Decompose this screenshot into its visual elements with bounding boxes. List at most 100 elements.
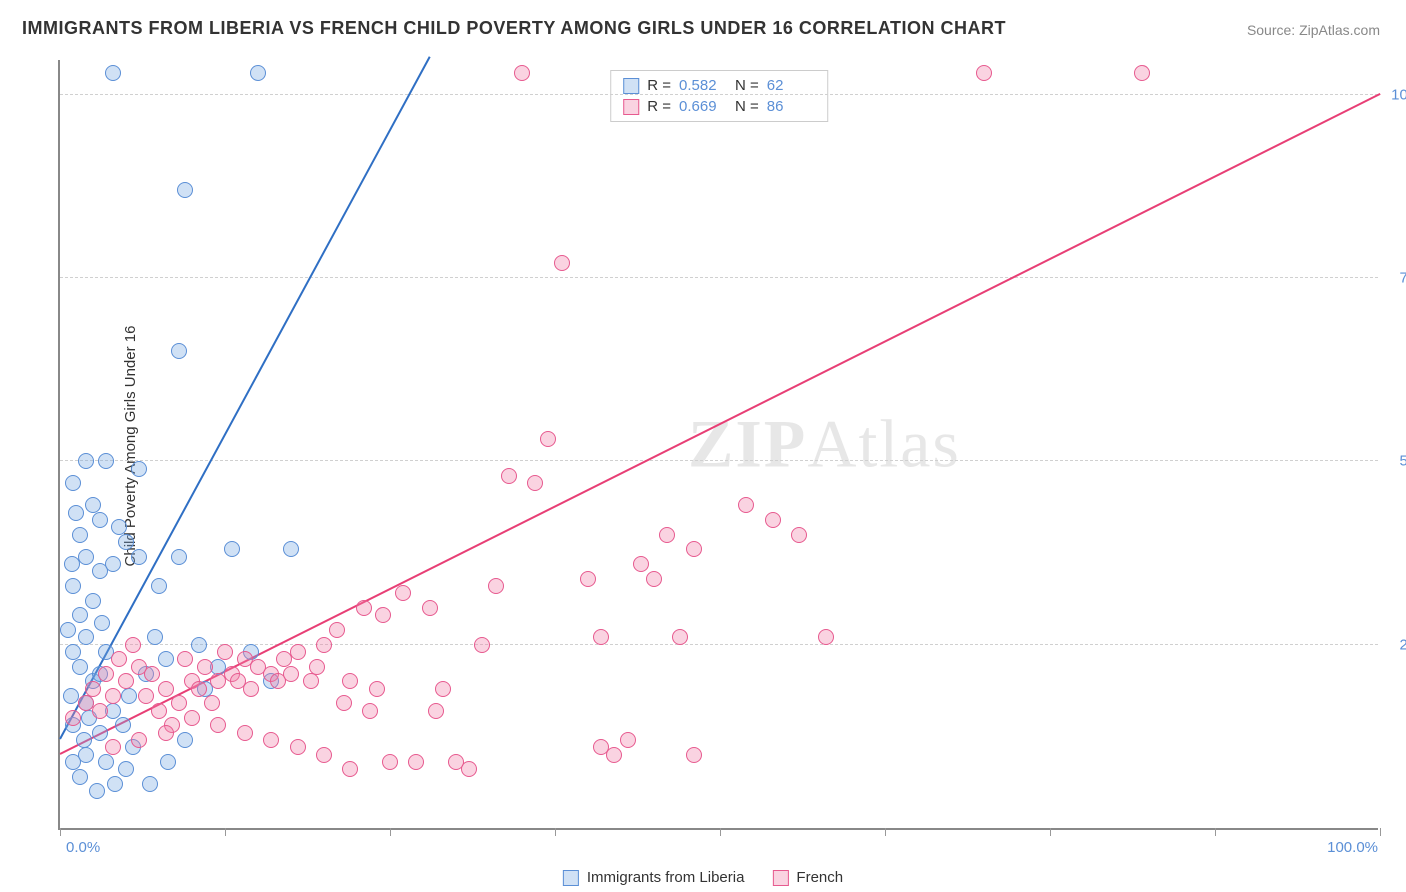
data-point [659,527,675,543]
data-point [105,65,121,81]
data-point [177,651,193,667]
data-point [342,761,358,777]
data-point [118,761,134,777]
legend-swatch [623,78,639,94]
legend-n-label: N = [735,98,759,115]
data-point [375,607,391,623]
data-point [142,776,158,792]
data-point [540,431,556,447]
data-point [68,505,84,521]
legend-r-value: 0.669 [679,98,727,115]
legend-stats-box: R =0.582N =62R =0.669N =86 [610,70,828,122]
data-point [461,761,477,777]
data-point [356,600,372,616]
data-point [672,629,688,645]
data-point [362,703,378,719]
x-tick [1380,828,1381,836]
x-axis-max-label: 100.0% [1327,839,1378,856]
data-point [111,651,127,667]
data-point [131,732,147,748]
gridline [60,94,1378,95]
data-point [329,622,345,638]
source-label: Source: [1247,22,1295,38]
data-point [342,673,358,689]
chart-plot-area: ZIPAtlas R =0.582N =62R =0.669N =86 0.0%… [58,60,1378,830]
data-point [64,556,80,572]
legend-r-label: R = [647,98,671,115]
data-point [111,519,127,535]
gridline [60,277,1378,278]
data-point [184,710,200,726]
data-point [78,453,94,469]
data-point [65,644,81,660]
data-point [138,688,154,704]
data-point [283,666,299,682]
legend-swatch [772,870,788,886]
data-point [177,732,193,748]
x-tick [555,828,556,836]
data-point [527,475,543,491]
data-point [125,637,141,653]
x-tick [225,828,226,836]
data-point [283,541,299,557]
legend-swatch [623,99,639,115]
data-point [290,739,306,755]
x-tick [1050,828,1051,836]
source-link[interactable]: ZipAtlas.com [1299,22,1380,38]
data-point [593,739,609,755]
data-point [151,703,167,719]
data-point [78,629,94,645]
data-point [105,556,121,572]
data-point [204,695,220,711]
legend-series: Immigrants from Liberia French [563,869,843,886]
data-point [92,725,108,741]
data-point [488,578,504,594]
data-point [408,754,424,770]
legend-series-label: Immigrants from Liberia [587,869,745,886]
data-point [92,512,108,528]
data-point [316,747,332,763]
data-point [131,549,147,565]
data-point [580,571,596,587]
data-point [65,710,81,726]
data-point [686,747,702,763]
data-point [243,681,259,697]
data-point [791,527,807,543]
data-point [191,681,207,697]
legend-n-label: N = [735,77,759,94]
legend-swatch [563,870,579,886]
legend-stat-row: R =0.669N =86 [623,96,815,117]
data-point [60,622,76,638]
data-point [765,512,781,528]
data-point [158,681,174,697]
data-point [501,468,517,484]
data-point [382,754,398,770]
x-tick [390,828,391,836]
data-point [72,607,88,623]
data-point [474,637,490,653]
data-point [224,541,240,557]
data-point [395,585,411,601]
data-point [303,673,319,689]
data-point [237,725,253,741]
legend-series-label: French [796,869,843,886]
gridline [60,460,1378,461]
data-point [65,754,81,770]
y-tick-label: 100.0% [1382,86,1406,103]
data-point [105,739,121,755]
data-point [72,769,88,785]
data-point [158,725,174,741]
data-point [1134,65,1150,81]
data-point [250,65,266,81]
data-point [171,549,187,565]
trend-line [59,57,430,740]
data-point [89,783,105,799]
data-point [85,681,101,697]
data-point [514,65,530,81]
data-point [98,453,114,469]
data-point [98,666,114,682]
x-tick [60,828,61,836]
data-point [65,475,81,491]
data-point [316,637,332,653]
data-point [147,629,163,645]
